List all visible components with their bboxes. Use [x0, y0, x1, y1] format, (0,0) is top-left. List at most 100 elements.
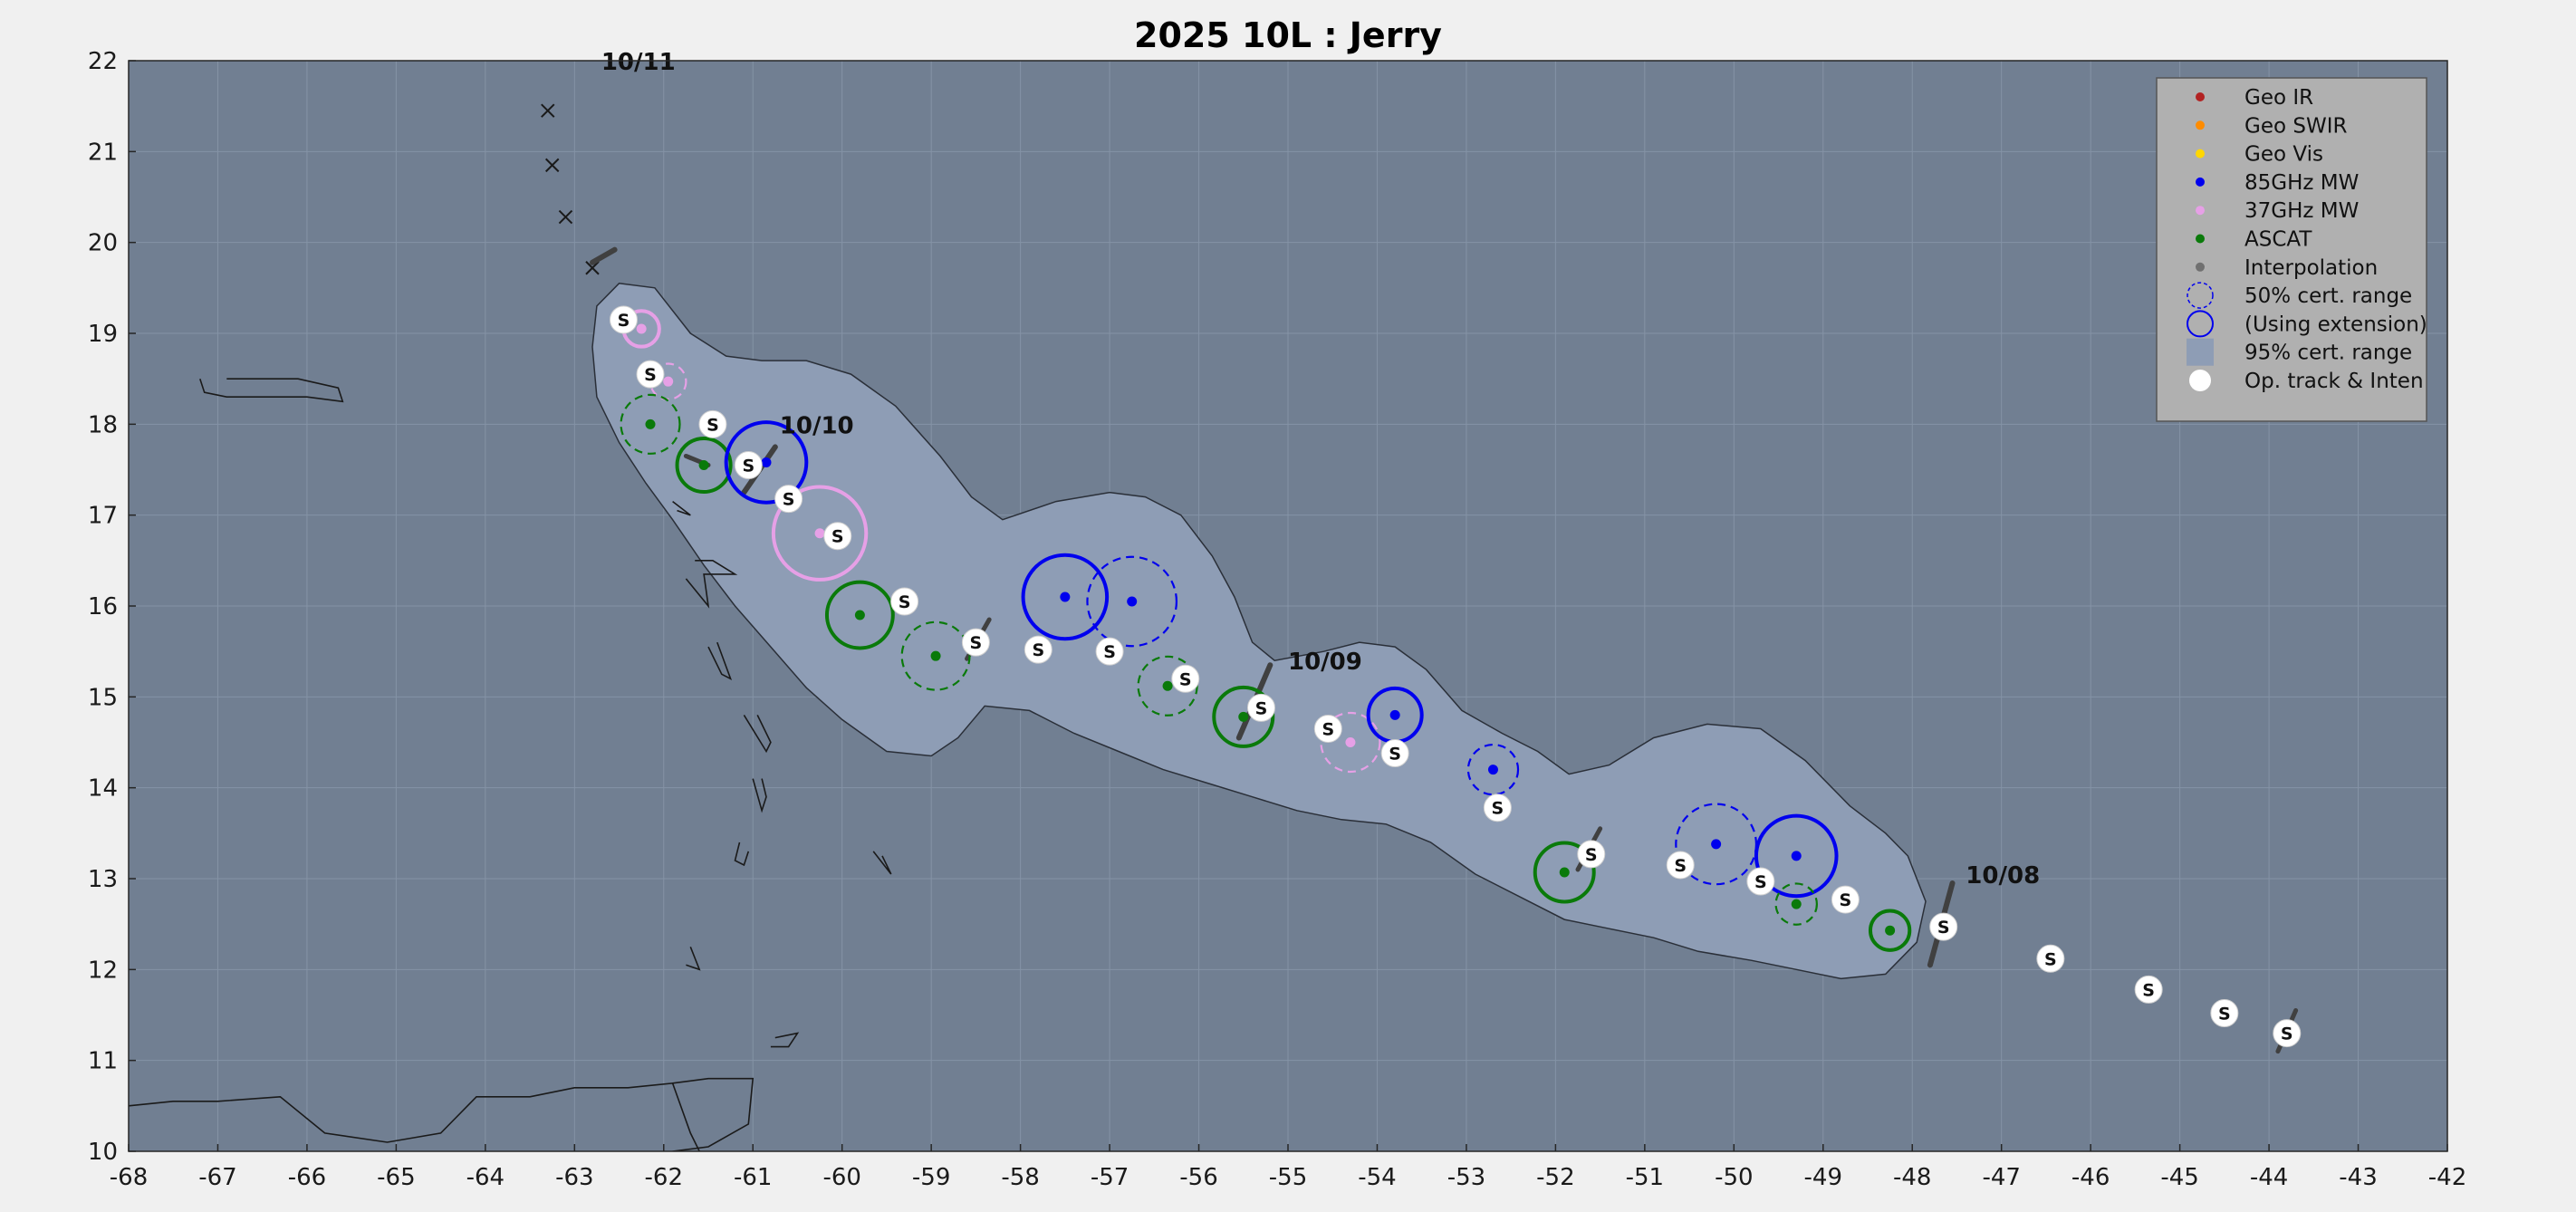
- op-track-dot: [734, 450, 763, 479]
- date-label: 10/09: [1288, 649, 1362, 676]
- op-track-dot: [823, 522, 852, 551]
- op-track-point: S: [774, 485, 803, 514]
- fix-mw85: [1021, 553, 1110, 641]
- cert-range-circle: [771, 485, 869, 582]
- y-tick-label: 12: [88, 957, 118, 984]
- op-track-dot: [1171, 664, 1200, 693]
- y-tick-label: 13: [88, 866, 118, 893]
- legend-entry: Geo Vis: [2196, 143, 2323, 167]
- cross-stroke: [558, 209, 573, 225]
- fix-ascat: [824, 580, 895, 650]
- op-track-label: S: [2044, 949, 2057, 969]
- cross-marker: [558, 209, 573, 225]
- op-track-dot: [1831, 885, 1860, 914]
- cross-marker: [544, 158, 560, 173]
- op-track-point: S: [734, 450, 763, 479]
- op-track-point: S: [961, 628, 990, 657]
- op-track-dot: [1666, 851, 1695, 880]
- x-tick-label: -63: [555, 1164, 593, 1191]
- fix-center-dot: [1791, 899, 1802, 909]
- cross-stroke: [544, 158, 560, 173]
- cert-range-circle: [1868, 909, 1912, 952]
- legend: Geo IR Geo SWIR Geo Vis 85GHz MW 37GHz MW ASC…: [2156, 77, 2427, 422]
- fix-ascat: [900, 620, 971, 691]
- fix-center-dot: [636, 323, 647, 334]
- op-track-label: S: [1754, 872, 1767, 892]
- certainty-cone-95: [591, 283, 1927, 980]
- x-tick-label: -56: [1179, 1164, 1217, 1191]
- fix-center-dot: [1885, 925, 1896, 936]
- op-track-dot: [1380, 739, 1409, 768]
- fix-ascat: [1212, 685, 1275, 748]
- x-tick-label: -59: [912, 1164, 950, 1191]
- chart-title: 2025 10L : Jerry: [1134, 15, 1442, 55]
- op-track-label: S: [1255, 698, 1268, 718]
- fix-center-dot: [814, 528, 825, 539]
- legend-label: 50% cert. range: [2244, 284, 2412, 308]
- cross-stroke: [541, 103, 555, 118]
- op-track-point: S: [636, 360, 665, 389]
- coastline: [672, 1077, 755, 1151]
- y-tick-label: 16: [88, 593, 118, 620]
- coastline: [770, 1032, 800, 1048]
- op-track-dot: [2273, 1019, 2302, 1048]
- op-track-point: S: [2036, 944, 2065, 973]
- legend-label: Geo IR: [2244, 86, 2313, 110]
- op-track-point: S: [1171, 664, 1200, 693]
- op-track-label: S: [1389, 745, 1401, 765]
- op-track-dot: [1577, 840, 1606, 869]
- legend-label: 85GHz MW: [2244, 171, 2359, 195]
- legend-label: Geo SWIR: [2244, 114, 2347, 138]
- op-track-point: S: [1577, 840, 1606, 869]
- x-tick-label: -48: [1893, 1164, 1931, 1191]
- legend-label: Interpolation: [2244, 256, 2378, 280]
- fix-center-dot: [698, 459, 709, 470]
- y-tick-label: 18: [88, 411, 118, 438]
- x-tick-label: -62: [645, 1164, 683, 1191]
- fix-center-dot: [663, 376, 674, 387]
- legend-entry: Geo IR: [2196, 86, 2313, 110]
- legend-dot-icon: [2196, 234, 2205, 244]
- op-track-label: S: [1103, 642, 1116, 662]
- fix-center-dot: [930, 650, 941, 661]
- op-track-point: S: [2134, 975, 2163, 1004]
- fix-center-dot: [1711, 839, 1722, 850]
- y-tick-label: 21: [88, 139, 118, 166]
- x-tick-label: -54: [1358, 1164, 1396, 1191]
- fix-center-dot: [1238, 711, 1249, 722]
- op-track-dot: [609, 305, 638, 334]
- op-track-label: S: [899, 592, 911, 612]
- op-track-label: S: [1032, 640, 1044, 660]
- fix-center-dot: [1060, 592, 1071, 602]
- x-tick-label: -67: [198, 1164, 236, 1191]
- fix-ascat: [1774, 882, 1818, 926]
- op-track-label: S: [2218, 1004, 2231, 1024]
- coastline: [199, 378, 344, 403]
- fix-center-dot: [1127, 596, 1138, 607]
- coastline: [707, 641, 733, 680]
- x-tick-label: -58: [1001, 1164, 1039, 1191]
- coastline: [672, 500, 691, 516]
- op-track-dot: [1246, 693, 1275, 722]
- cert-range-circle: [1320, 711, 1381, 774]
- op-track-label: S: [1840, 890, 1852, 910]
- y-tick-label: 15: [88, 684, 118, 711]
- cert-range-circle: [1086, 555, 1178, 648]
- date-label: 10/11: [601, 49, 676, 76]
- legend-entry: 95% cert. range: [2187, 338, 2412, 366]
- op-track-label: S: [644, 365, 657, 385]
- op-track-point: S: [609, 305, 638, 334]
- x-tick-label: -49: [1804, 1164, 1842, 1191]
- fix-mw37: [1320, 711, 1381, 774]
- cross-marker: [585, 261, 600, 275]
- op-track-dot: [890, 587, 919, 616]
- cert-range-circle: [824, 580, 895, 650]
- op-track-point: S: [1746, 867, 1775, 896]
- legend-label: ASCAT: [2244, 228, 2312, 252]
- fix-ascat: [675, 436, 733, 495]
- y-tick-label: 19: [88, 321, 118, 348]
- legend-dot-icon: [2196, 92, 2205, 101]
- cert-range-circle: [1754, 813, 1839, 899]
- coastline: [752, 778, 767, 813]
- fix-mw85: [1466, 743, 1520, 796]
